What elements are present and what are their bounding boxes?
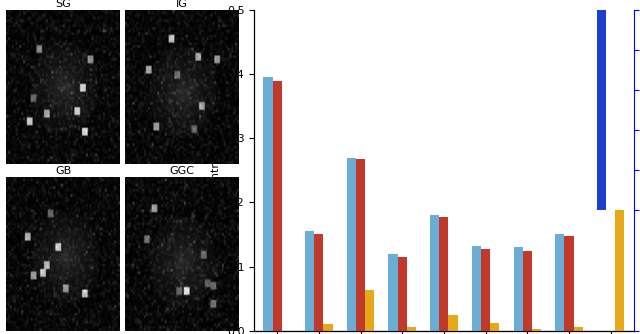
Bar [532,329,541,331]
Bar [282,331,291,334]
Bar [449,315,458,331]
Bar [439,217,449,331]
Bar [523,250,532,331]
Bar [564,236,573,331]
Bar [273,80,282,331]
Y-axis label: Model contrast score: Model contrast score [211,112,221,228]
Bar [365,290,374,331]
Bar [615,210,625,331]
Bar [472,246,481,331]
Bar [356,159,365,331]
Bar [407,327,416,331]
Bar [430,215,439,331]
Bar [264,77,273,331]
Bar [513,247,523,331]
Bar [305,231,314,331]
Bar [397,257,407,331]
Bar [347,158,356,331]
Bar [323,324,333,331]
Bar [481,248,490,331]
Bar [556,234,564,331]
Bar [388,254,397,331]
Bar [314,234,323,331]
Title: GGC: GGC [170,166,195,176]
Bar [597,10,606,210]
Bar [490,323,499,331]
Title: SG: SG [55,0,71,9]
Bar [573,327,583,331]
Title: IG: IG [176,0,188,9]
Title: GB: GB [55,166,71,176]
